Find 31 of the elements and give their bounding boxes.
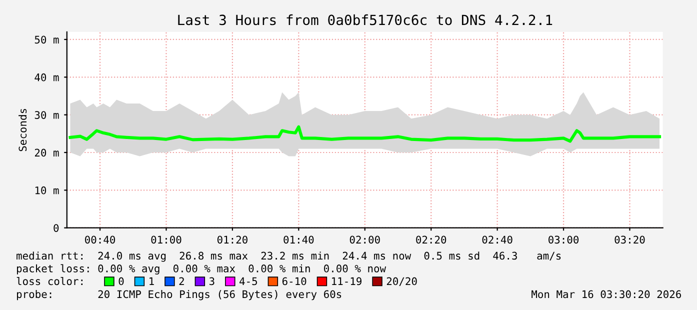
- text: median rtt: 24.0 ms avg 26.8 ms max 23.2 ms min 24.4 ms now 0.5 ms sd 46.3 am/s: [16, 252, 561, 262]
- x-tick-label: 01:40: [284, 236, 314, 244]
- legend-label: 20/20: [386, 277, 417, 286]
- y-tick-label: 50 m: [34, 36, 59, 44]
- x-tick-label: 02:20: [416, 236, 446, 244]
- y-tick-label: 10 m: [35, 186, 59, 194]
- y-tick-label: 40 m: [34, 73, 59, 82]
- x-tick-label: 01:00: [151, 236, 182, 244]
- x-tick-label: 02:40: [482, 236, 512, 244]
- legend-label: 0: [118, 277, 124, 286]
- x-tick-label: 02:00: [350, 236, 380, 244]
- legend-label: 1: [150, 277, 154, 285]
- y-tick-label: 30 m: [34, 111, 59, 119]
- x-tick-label: 00:40: [85, 236, 116, 244]
- text: Mon Mar 16 03:30:20 2026: [532, 290, 681, 298]
- legend-label: 3: [209, 277, 214, 286]
- legend-label: 6-10: [282, 277, 306, 286]
- legend-label: 2: [179, 277, 184, 285]
- y-tick-label: 0: [54, 224, 59, 232]
- legend-label: 11-19: [332, 277, 362, 286]
- legend-title: loss color:: [16, 277, 83, 286]
- text: probe: 20 ICMP Echo Pings (56 Bytes) every 60s: [17, 290, 342, 300]
- line-series: [68, 125, 662, 143]
- x-tick-label: 03:20: [614, 236, 645, 244]
- y-tick-label: 20 m: [34, 148, 59, 157]
- chart-title: Last 3 Hours from 0a0bf5170c6c to DNS 4.2.2.1: [178, 14, 552, 26]
- x-tick-label: 03:00: [548, 236, 579, 244]
- text: packet loss: 0.00 % avg 0.00 % max 0.00 % min 0.00 % now: [17, 264, 386, 274]
- y-axis-title: Seconds: [18, 108, 27, 152]
- legend-label: 4-5: [240, 277, 257, 286]
- x-tick-label: 01:20: [217, 236, 248, 244]
